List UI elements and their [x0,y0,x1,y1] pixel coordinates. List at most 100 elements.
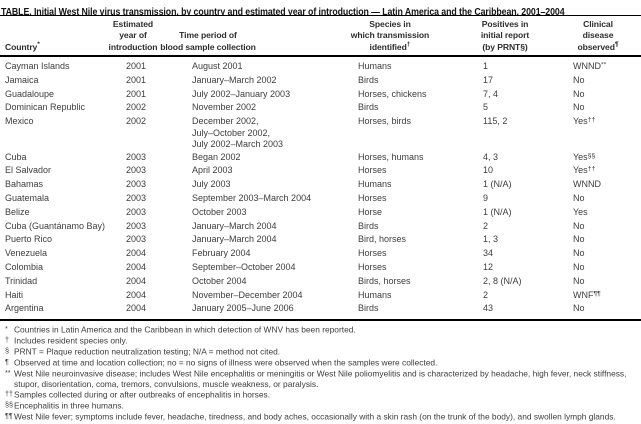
cell-country: El Salvador [5,165,52,176]
footnote-marker: §§ [5,400,13,410]
cell-clinical-sup: §§ [587,152,596,160]
footnote: ** West Nile neuroinvasive disease; inclu… [5,368,638,389]
cell-clinical: WNND [573,179,601,190]
table-row: Bahamas 2003 July 2003 Humans 1 (N/A) WNND [0,178,641,192]
footnote: §§Encephalitis in three humans. [5,400,638,411]
column-header-year: Estimated year of introduction [109,19,158,53]
cell-clinical: WNND** [573,61,607,71]
footnote-marker: ¶¶ [5,411,13,420]
cell-positives: 5 [483,102,489,113]
cell-year: 2001 [126,74,147,85]
footnote-marker: †† [5,389,13,399]
footnote: ¶ Observed at time and location collectio… [5,357,638,368]
cell-species: Horse [358,206,383,217]
table-row: Cuba 2003 Began 2002 Horses, humans 4, 3 Yes§… [0,151,641,165]
cell-period: January 2005–June 2006 [192,303,294,314]
table-row: El Salvador 2003 April 2003 Horses 10 Yes†† [0,164,641,178]
cell-species: Horses, birds [358,116,412,127]
cell-species: Humans [358,289,392,300]
cell-clinical-sup: ¶¶ [593,290,601,298]
table-bottom-rule [0,319,641,322]
cell-country: Haiti [5,289,24,300]
cell-clinical: Yes†† [573,165,596,176]
cell-period: September–October 2004 [192,262,296,273]
footnotes: * Countries in Latin America and the Cari… [0,321,641,422]
cell-period: February 2004 [192,248,251,259]
footnote: § PRNT = Plaque reduction neutralization … [5,346,638,357]
cell-country: Guatemala [5,193,50,204]
table-row: Mexico 2002 December 2002, July–October 20… [0,115,641,151]
footnote-text: Includes resident species only. [14,335,128,346]
cell-clinical: No [573,262,585,273]
table-row: Cuba (Guantánamo Bay) 2003 January–March 2… [0,220,641,234]
cell-period: July 2003 [192,179,231,190]
cell-year: 2004 [126,262,147,273]
cell-country: Bahamas [5,179,44,190]
cell-clinical-sup: †† [587,116,596,124]
table-row: Guatemala 2003 September 2003–March 2004 Ho… [0,192,641,206]
cell-positives: 9 [483,193,489,204]
cell-period: Began 2002 [192,151,241,162]
table-row: Colombia 2004 September–October 2004 Horses… [0,261,641,275]
cell-period: November–December 2004 [192,289,303,300]
footnote-marker: * [5,324,8,334]
cell-period: November 2002 [192,102,257,113]
footnote: * Countries in Latin America and the Cari… [5,324,638,335]
table-title: TABLE. Initial West Nile virus transmiss… [0,0,641,15]
table-row: Jamaica 2001 January–March 2002 Birds 17 No [0,74,641,88]
cell-species: Bird, horses [358,234,407,245]
cell-species: Horses [358,165,387,176]
cell-positives: 2, 8 (N/A) [483,275,522,286]
cell-species: Humans [358,61,392,71]
cell-positives: 10 [483,165,494,176]
cell-year: 2002 [126,102,147,113]
column-header-species-label: Species in which transmission identified [350,19,430,52]
cell-year: 2003 [126,179,147,190]
column-header-positives-label: Positives in initial report (by PRNT§) [480,19,530,52]
cell-positives: 2 [483,289,489,300]
cell-clinical: No [573,220,585,231]
table-body: Cayman Islands 2001 August 2001 Humans 1 WNND… [0,57,641,316]
cell-country: Trinidad [5,275,38,286]
cell-clinical: WNF¶¶ [573,289,601,300]
cell-year: 2003 [126,151,147,162]
cell-country: Colombia [5,262,44,273]
cell-clinical-sup: ** [601,61,607,69]
cell-country: Cuba (Guantánamo Bay) [5,220,106,231]
cell-period: August 2001 [192,61,243,71]
table-title-text: TABLE. Initial West Nile virus transmiss… [1,7,565,15]
cell-country: Puerto Rico [5,234,53,245]
table-row: Guadaloupe 2001 July 2002–January 2003 Hors… [0,88,641,102]
cell-period: July 2002–January 2003 [192,88,291,99]
cell-period: January–March 2004 [192,234,277,245]
cell-year: 2004 [126,248,147,259]
cell-positives: 1 (N/A) [483,179,512,190]
column-header-period: Time period of blood sample collection [160,30,256,53]
cell-species: Horses [358,193,387,204]
column-header-country-label: Country [5,41,38,52]
cell-species: Birds [358,102,379,113]
cell-year: 2003 [126,193,147,204]
footnote-text: Encephalitis in three humans. [14,400,124,411]
cell-country: Belize [5,206,30,217]
footnote-marker: § [5,346,9,356]
cell-period: January–March 2004 [192,220,277,231]
table-header-row: Country* Estimated year of introduction … [0,16,641,55]
table-row: Dominican Republic 2002 November 2002 Birds… [0,101,641,115]
cell-positives: 43 [483,303,494,314]
footnote: † Includes resident species only. [5,335,638,346]
footnote-marker: ¶ [5,356,9,366]
cell-year: 2003 [126,234,147,245]
footnote-marker: ** [5,367,11,377]
cell-clinical: No [573,275,585,286]
table-row: Puerto Rico 2003 January–March 2004 Bird, h… [0,233,641,247]
cell-country: Guadaloupe [5,88,55,99]
table-row: Belize 2003 October 2003 Horse 1 (N/A) Yes [0,206,641,220]
cell-country: Cuba [5,151,27,162]
cell-country: Cayman Islands [5,61,70,71]
cell-year: 2003 [126,206,147,217]
column-header-year-label: Estimated year of introduction [108,19,158,52]
footnote-text: West Nile neuroinvasive disease; include… [14,368,627,389]
cell-species: Birds, horses [358,275,411,286]
